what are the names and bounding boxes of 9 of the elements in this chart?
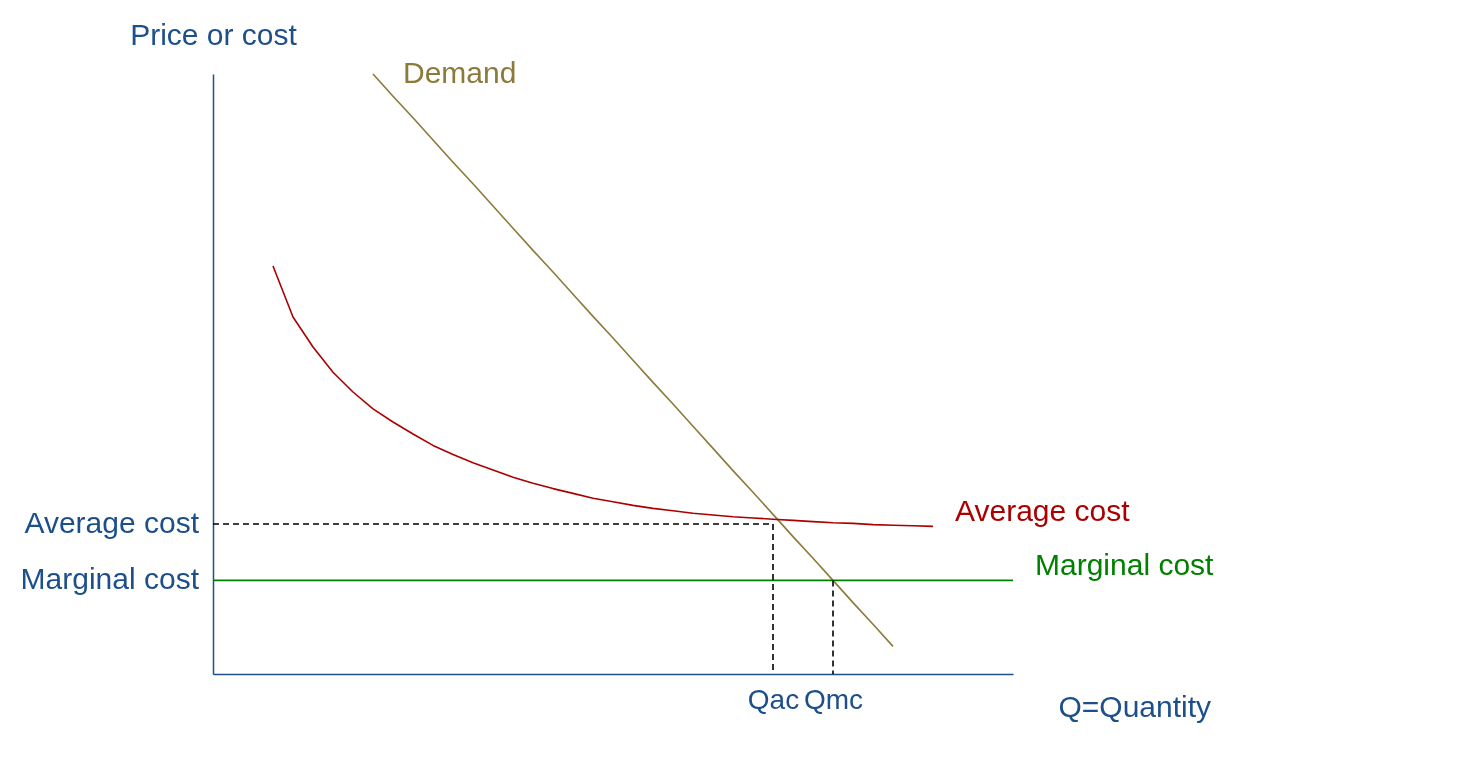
x-axis-title: Q=Quantity <box>1058 689 1212 723</box>
series-label: Marginal cost <box>1035 548 1215 582</box>
x-tick-label: Qac <box>747 683 800 715</box>
series-label: Demand <box>403 56 517 89</box>
text: Marginal cost <box>20 562 200 596</box>
text: Average cost <box>24 506 200 539</box>
series-label: Average cost <box>955 494 1131 528</box>
y-axis-title: Price or cost <box>130 17 298 51</box>
x-tick-label: Qmc <box>803 683 864 715</box>
